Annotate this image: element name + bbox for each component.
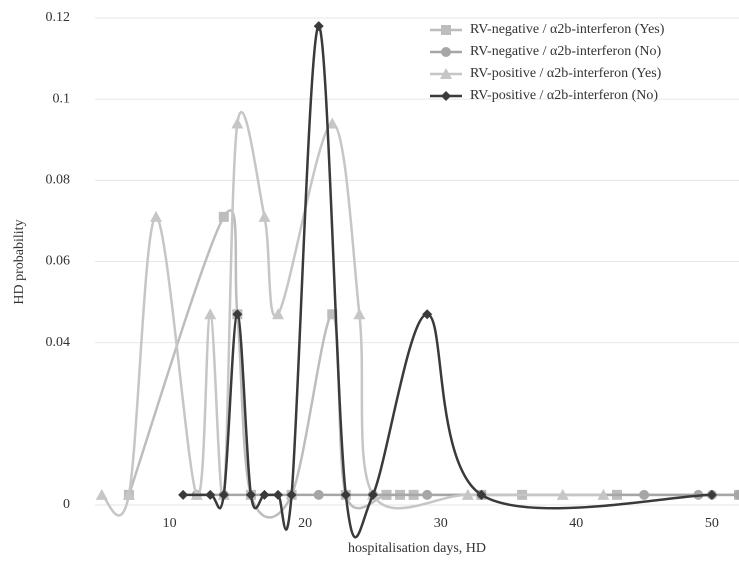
marker: [639, 489, 650, 500]
marker: [258, 210, 271, 222]
y-tick-label: 0.1: [53, 91, 71, 106]
marker: [218, 489, 229, 500]
marker: [204, 308, 217, 320]
marker: [231, 117, 244, 129]
y-tick-label: 0: [63, 497, 70, 512]
marker: [272, 308, 285, 320]
marker: [205, 489, 216, 500]
marker: [232, 309, 243, 320]
marker: [218, 211, 229, 222]
marker: [353, 308, 366, 320]
y-axis-label: HD probability: [12, 219, 27, 304]
marker: [178, 489, 189, 500]
legend-label: RV-negative / α2b-interferon (No): [470, 44, 661, 59]
series-line: [101, 111, 604, 517]
marker: [326, 117, 339, 129]
x-tick-label: 20: [298, 516, 312, 531]
legend-marker: [441, 25, 451, 35]
marker: [422, 309, 433, 320]
x-tick-label: 10: [163, 516, 177, 531]
x-tick-label: 50: [705, 516, 719, 531]
legend-marker: [441, 91, 451, 101]
marker: [327, 309, 338, 320]
marker: [273, 489, 284, 500]
x-axis-label: hospitalisation days, HD: [348, 541, 486, 556]
marker: [476, 489, 487, 500]
legend-marker: [441, 47, 451, 57]
marker: [150, 210, 163, 222]
legend-label: RV-positive / α2b-interferon (No): [470, 88, 658, 103]
legend-label: RV-positive / α2b-interferon (Yes): [470, 66, 662, 81]
marker: [597, 488, 610, 500]
marker: [245, 489, 256, 500]
x-tick-label: 30: [434, 516, 448, 531]
marker: [259, 489, 270, 500]
marker: [422, 489, 433, 500]
y-tick-label: 0.06: [46, 254, 71, 269]
marker: [122, 488, 135, 500]
legend-marker: [440, 68, 452, 79]
marker: [367, 489, 378, 500]
x-tick-label: 40: [569, 516, 583, 531]
legend-label: RV-negative / α2b-interferon (Yes): [470, 22, 665, 37]
marker: [556, 488, 569, 500]
marker: [95, 488, 108, 500]
y-tick-label: 0.08: [46, 173, 71, 188]
marker: [340, 489, 351, 500]
marker: [734, 489, 739, 500]
marker: [461, 488, 474, 500]
y-tick-label: 0.12: [46, 10, 71, 25]
marker: [706, 489, 717, 500]
marker: [313, 21, 324, 32]
y-tick-label: 0.04: [46, 335, 71, 350]
marker: [313, 489, 324, 500]
marker: [286, 489, 297, 500]
